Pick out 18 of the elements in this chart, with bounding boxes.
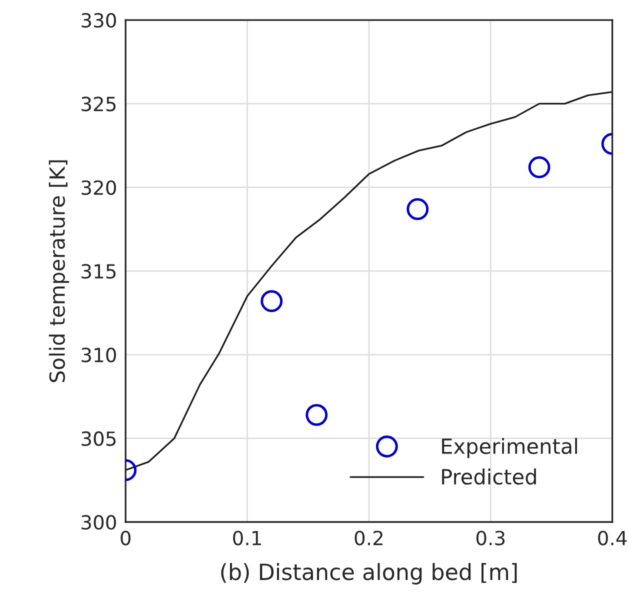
x-tick-label: 0.1 (233, 530, 261, 546)
point (306, 404, 328, 426)
x-tick-label: 0.2 (354, 530, 382, 546)
y-tick-label: 315 (82, 264, 116, 279)
x-tick-label: 0 (120, 530, 130, 546)
y-tick-label: 330 (82, 12, 116, 28)
y-axis-title: Solid temperature [K] (48, 160, 70, 382)
y-tick-label: 305 (82, 431, 116, 446)
y-tick-label: 300 (82, 514, 116, 530)
x-axis-title: (b) Distance along bed [m] (221, 563, 517, 585)
x-tick-label: 0.3 (476, 530, 505, 546)
y-tick-label: 320 (82, 180, 116, 196)
legend-label: Predicted (442, 468, 536, 485)
legend-label: Experimental (442, 438, 578, 458)
x-tick-label: 0.4 (598, 530, 627, 546)
point (406, 198, 429, 220)
y-tick-label: 325 (82, 96, 116, 112)
y-tick-label: 310 (82, 348, 116, 362)
